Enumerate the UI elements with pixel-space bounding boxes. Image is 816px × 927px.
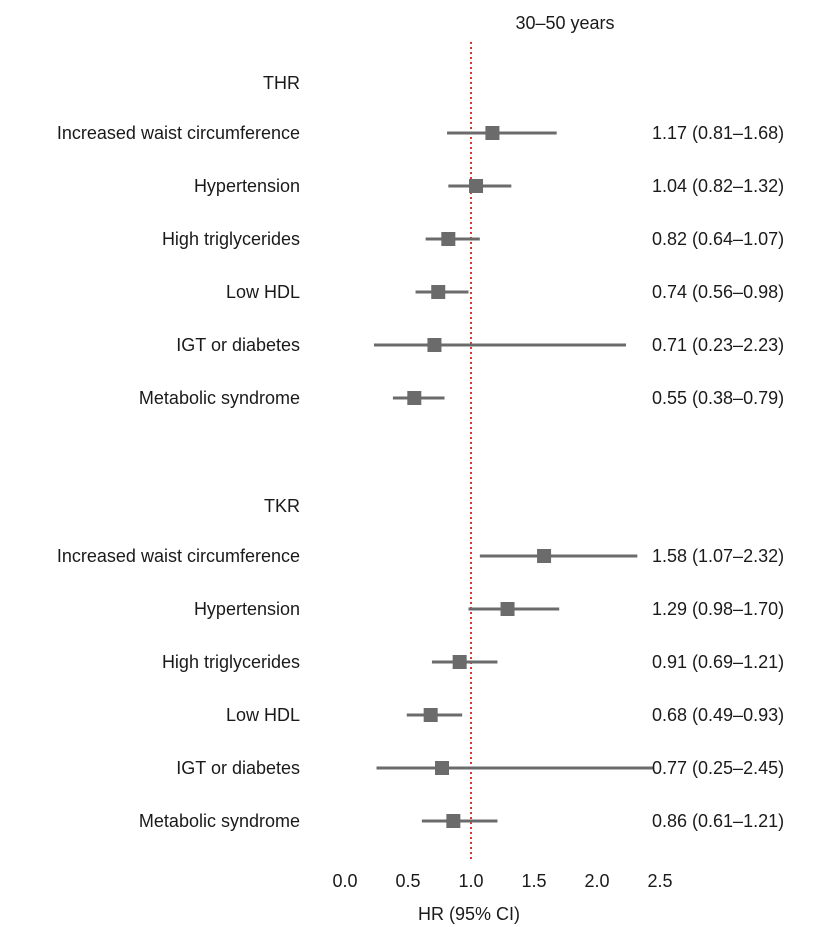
x-axis-ticks: 0.0 0.5 1.0 1.5 2.0 2.5 [332,871,672,891]
hr-value-text: 1.04 (0.82–1.32) [652,176,784,196]
hr-value-text: 0.71 (0.23–2.23) [652,335,784,355]
forest-row: Metabolic syndrome 0.86 (0.61–1.21) [139,811,784,831]
hr-marker [537,549,552,563]
hr-value-text: 0.86 (0.61–1.21) [652,811,784,831]
hr-value-text: 0.91 (0.69–1.21) [652,652,784,672]
hr-value-text: 0.55 (0.38–0.79) [652,388,784,408]
forest-row: Increased waist circumference 1.58 (1.07–… [57,546,784,566]
x-tick-label: 0.0 [332,871,357,891]
row-label: IGT or diabetes [176,758,300,778]
chart-title: 30–50 years [515,13,614,33]
hr-value-text: 0.77 (0.25–2.45) [652,758,784,778]
row-label: Increased waist circumference [57,123,300,143]
row-label: High triglycerides [162,652,300,672]
rows-layer: THR Increased waist circumference 1.17 (0.… [57,73,784,831]
forest-row: Low HDL 0.74 (0.56–0.98) [226,282,784,302]
row-label: Hypertension [194,599,300,619]
forest-row: High triglycerides 0.82 (0.64–1.07) [162,229,784,249]
hr-value-text: 0.68 (0.49–0.93) [652,705,784,725]
hr-marker [407,391,422,405]
x-tick-label: 0.5 [395,871,420,891]
row-label: Metabolic syndrome [139,811,300,831]
hr-marker [427,338,442,352]
hr-marker [452,655,467,669]
forest-row: Hypertension 1.04 (0.82–1.32) [194,176,784,196]
group-header-tkr: TKR [264,496,300,516]
x-tick-label: 1.0 [458,871,483,891]
hr-value-text: 1.17 (0.81–1.68) [652,123,784,143]
forest-row: Low HDL 0.68 (0.49–0.93) [226,705,784,725]
forest-row: Metabolic syndrome 0.55 (0.38–0.79) [139,388,784,408]
row-label: Increased waist circumference [57,546,300,566]
hr-marker [423,708,438,722]
row-label: Low HDL [226,282,300,302]
row-label: Hypertension [194,176,300,196]
hr-value-text: 1.58 (1.07–2.32) [652,546,784,566]
group-header-thr: THR [263,73,300,93]
hr-marker [485,126,500,140]
row-label: Metabolic syndrome [139,388,300,408]
hr-value-text: 0.74 (0.56–0.98) [652,282,784,302]
x-axis-label: HR (95% CI) [418,904,520,924]
x-tick-label: 2.5 [647,871,672,891]
hr-marker [441,232,456,246]
forest-row: IGT or diabetes 0.71 (0.23–2.23) [176,335,784,355]
forest-row: Increased waist circumference 1.17 (0.81–… [57,123,784,143]
forest-row: IGT or diabetes 0.77 (0.25–2.45) [176,758,784,778]
forest-row: Hypertension 1.29 (0.98–1.70) [194,599,784,619]
hr-value-text: 0.82 (0.64–1.07) [652,229,784,249]
x-tick-label: 1.5 [521,871,546,891]
hr-marker [500,602,515,616]
hr-marker [469,179,484,193]
hr-marker [431,285,446,299]
x-tick-label: 2.0 [584,871,609,891]
row-label: Low HDL [226,705,300,725]
row-label: High triglycerides [162,229,300,249]
hr-value-text: 1.29 (0.98–1.70) [652,599,784,619]
hr-marker [435,761,450,775]
row-label: IGT or diabetes [176,335,300,355]
hr-marker [446,814,461,828]
forest-row: High triglycerides 0.91 (0.69–1.21) [162,652,784,672]
